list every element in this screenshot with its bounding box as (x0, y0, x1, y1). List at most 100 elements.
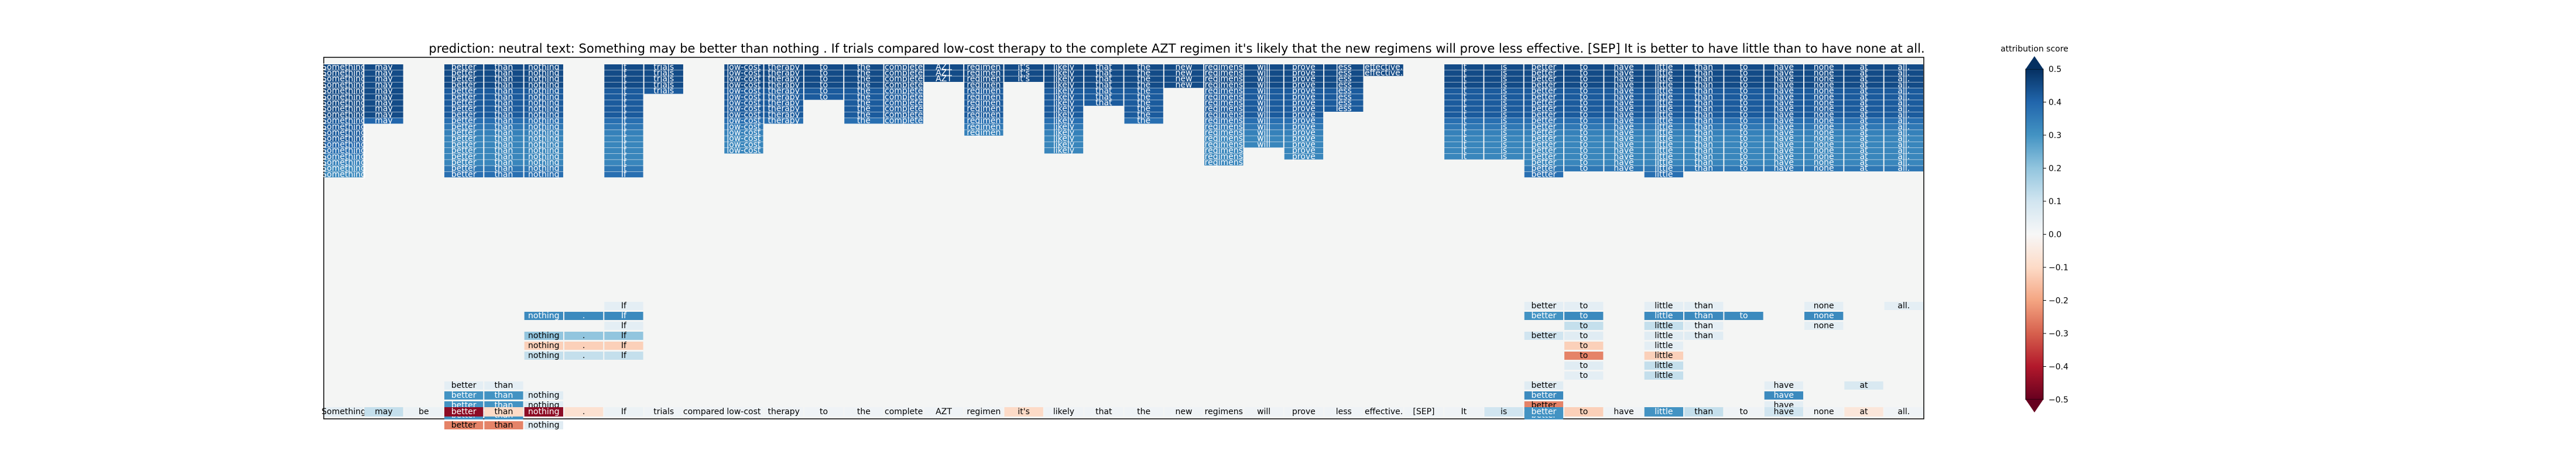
main-cell-label: therapy (768, 63, 799, 72)
bottom-cell (764, 407, 803, 417)
main-cell-label: less (1336, 98, 1352, 108)
main-cell-label: all. (1897, 80, 1910, 90)
colorbar-tick-label: 0.3 (2049, 131, 2061, 140)
main-cell-label: therapy (768, 68, 799, 78)
main-cell-label: prove (1292, 146, 1316, 156)
main-cell (1564, 82, 1604, 88)
bottom-cell-label: effective. (1365, 407, 1403, 417)
main-cell (1204, 130, 1244, 136)
main-cell-label: better (1531, 134, 1556, 143)
main-cell-label: likely (1053, 68, 1074, 78)
main-cell-label: have (1614, 110, 1633, 119)
main-cell-label: at (1859, 63, 1868, 72)
main-cell-label: complete (885, 63, 923, 72)
main-cell-label: nothing (528, 134, 559, 143)
lower-cell-label: little (1654, 361, 1673, 370)
main-cell (1804, 112, 1844, 118)
main-cell-label: It (1461, 110, 1467, 119)
main-cell-label: likely (1053, 140, 1074, 149)
main-cell (1044, 124, 1084, 130)
main-cell (1764, 76, 1804, 82)
main-cell-label: better (451, 87, 477, 96)
main-cell-label: than (495, 128, 513, 137)
main-cell (1564, 100, 1604, 106)
main-cell (1524, 130, 1564, 136)
main-cell (1724, 94, 1763, 100)
main-cell (1204, 160, 1244, 166)
main-cell-label: at (1859, 122, 1868, 132)
bottom-cell (1724, 407, 1763, 417)
main-cell (1044, 94, 1084, 100)
main-cell (764, 82, 803, 88)
main-cell-label: therapy (768, 104, 799, 113)
main-cell-label: may (375, 74, 393, 84)
main-cell-label: than (1694, 158, 1713, 167)
main-cell-label: little (1654, 92, 1673, 102)
main-cell (444, 112, 484, 118)
main-cell (364, 70, 403, 76)
main-cell-label: likely (1053, 92, 1074, 102)
main-cell (1884, 136, 1923, 142)
main-cell (1804, 124, 1844, 130)
main-cell-label: all. (1897, 87, 1910, 96)
main-cell (644, 64, 683, 70)
main-cell (1684, 142, 1724, 148)
main-cell-label: regimens (1205, 128, 1243, 137)
lower-cell-label: better (451, 421, 477, 430)
main-cell (1844, 94, 1883, 100)
colorbar-min-arrow (2026, 400, 2043, 412)
main-cell-label: better (451, 140, 477, 149)
main-cell-label: little (1654, 98, 1673, 108)
lower-cell-label: have (1774, 391, 1794, 400)
main-cell-label: have (1774, 152, 1794, 161)
lower-cell (1524, 332, 1564, 340)
main-cell (524, 154, 563, 160)
main-cell (1764, 112, 1804, 118)
main-cell-label: have (1774, 134, 1794, 143)
main-cell (1684, 136, 1724, 142)
chart-title: prediction: neutral text: Something may … (429, 42, 1924, 56)
main-cell-label: will (1257, 140, 1270, 149)
main-cell (1244, 112, 1283, 118)
main-cell (524, 130, 563, 136)
main-cell-label: than (495, 92, 513, 102)
main-cell (1084, 70, 1123, 76)
colorbar-tick-label: −0.1 (2049, 263, 2068, 273)
lower-cell-label: If (621, 321, 627, 331)
bottom-cell-label: will (1257, 407, 1270, 417)
bottom-cell (1684, 407, 1724, 417)
main-cell-label: the (857, 110, 871, 119)
bottom-cell-label: . (583, 407, 585, 417)
main-cell (1684, 106, 1724, 112)
main-cell-label: If (621, 128, 627, 137)
main-cell-label: that (1095, 98, 1112, 108)
main-cell (724, 124, 763, 130)
main-cell-label: than (495, 74, 513, 84)
main-cell (524, 124, 563, 130)
main-cell (844, 112, 883, 118)
main-cell-label: it's (1018, 74, 1030, 84)
main-cell-label: likely (1053, 134, 1074, 143)
main-cell-label: low-cost (727, 140, 761, 149)
main-cell (1884, 124, 1923, 130)
lower-cell-label: to (1580, 341, 1588, 350)
main-cell (924, 76, 964, 82)
main-cell-label: that (1095, 92, 1112, 102)
main-cell-label: than (1694, 80, 1713, 90)
main-cell-label: to (1740, 122, 1748, 132)
main-cell-label: all. (1897, 152, 1910, 161)
main-cell (1524, 124, 1564, 130)
lower-cell (484, 391, 523, 400)
main-cell (524, 70, 563, 76)
main-cell-label: nothing (528, 104, 559, 113)
bottom-cell (1884, 407, 1923, 417)
main-cell-label: It (1461, 80, 1467, 90)
main-cell-label: have (1774, 92, 1794, 102)
main-cell-label: will (1257, 122, 1270, 132)
main-cell-label: have (1774, 98, 1794, 108)
main-cell-label: is (1501, 98, 1507, 108)
main-cell-label: low-cost (727, 116, 761, 126)
lower-cell-label: than (1694, 331, 1713, 340)
main-cell (964, 70, 1003, 76)
main-cell (1684, 64, 1724, 70)
